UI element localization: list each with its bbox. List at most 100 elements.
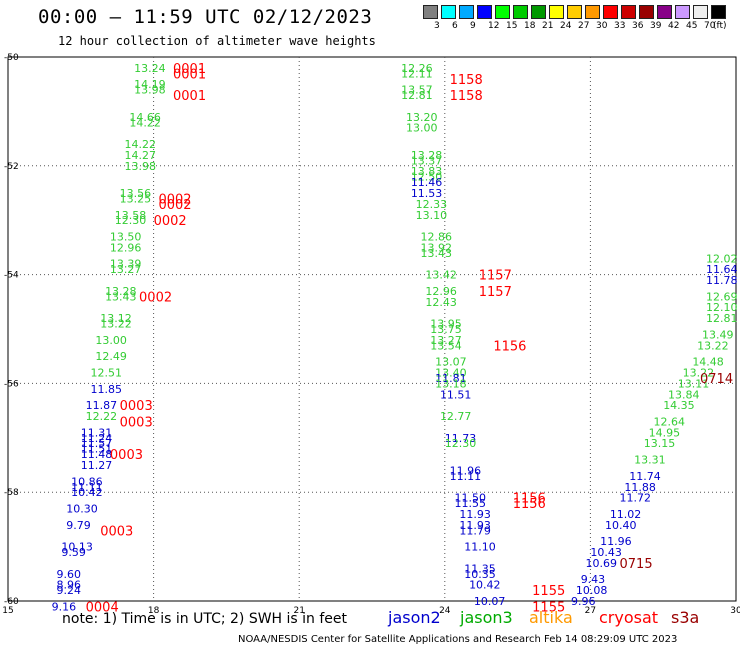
credit-line: NOAA/NESDIS Center for Satellite Applica… [238, 634, 678, 645]
wave-height-label: 14.66 [129, 111, 161, 124]
wave-height-label: 11.72 [620, 492, 652, 505]
pass-time-label: 1157 [479, 285, 512, 300]
wave-height-label: 8.96 [57, 579, 82, 592]
legend-entry-cryosat: cryosat [599, 608, 659, 627]
wave-height-label: 13.00 [95, 334, 127, 347]
wave-height-label: 11.96 [600, 535, 632, 548]
wave-height-label: 13.11 [678, 377, 710, 390]
wave-height-label: 13.56 [120, 187, 152, 200]
wave-height-label: 13.22 [100, 318, 132, 331]
wave-height-label: 14.22 [129, 116, 161, 129]
wave-height-label: 12.81 [706, 312, 738, 325]
wave-height-label: 13.24 [134, 62, 166, 75]
legend-entry-jason3: jason3 [460, 608, 513, 627]
wave-height-label: 12.81 [401, 89, 433, 102]
pass-time-label: 0002 [154, 214, 187, 229]
wave-height-label: 11.87 [86, 399, 118, 412]
color-scale-label: 21 [542, 21, 554, 31]
pass-time-label: 0004 [86, 600, 119, 615]
color-scale-label: 70 [704, 21, 716, 31]
color-scale-label: 36 [632, 21, 644, 31]
color-scale-label: 6 [452, 21, 458, 31]
pass-time-label: 1155 [532, 600, 565, 615]
wave-height-label: 10.42 [71, 486, 103, 499]
pass-time-label: 1156 [493, 339, 526, 354]
color-scale-label: 12 [488, 21, 500, 31]
wave-height-label: 11.93 [459, 519, 491, 532]
wave-height-label: 10.86 [71, 475, 103, 488]
wave-height-label: 14.19 [134, 78, 166, 91]
wave-height-label: 14.48 [692, 356, 724, 369]
color-scale-swatch [693, 5, 708, 19]
wave-height-label: 9.24 [57, 584, 82, 597]
wave-height-label: 12.30 [445, 437, 477, 450]
pass-time-label: 0003 [110, 448, 143, 463]
data-labels: 13.2414.1913.9814.6614.2214.2214.2713.98… [52, 62, 738, 616]
wave-height-label: 11.51 [440, 388, 472, 401]
color-scale-swatch [495, 5, 510, 19]
wave-height-label: 13.12 [100, 312, 132, 325]
wave-height-label: 14.27 [124, 149, 156, 162]
x-tick-label: 27 [585, 606, 596, 616]
pass-time-label: 0714 [700, 372, 733, 387]
wave-height-label: 9.16 [52, 600, 77, 613]
wave-height-label: 11.02 [610, 508, 642, 521]
wave-height-label: 9.79 [66, 519, 91, 532]
color-scale-swatch [585, 5, 600, 19]
wave-height-label: 13.31 [634, 454, 666, 467]
wave-height-label: 13.20 [406, 111, 438, 124]
color-scale-label: 3 [434, 21, 440, 31]
wave-height-label: 10.69 [586, 557, 618, 570]
wave-height-label: 13.49 [702, 328, 734, 341]
y-tick-label: -52 [4, 162, 19, 172]
color-scale-label: 24 [560, 21, 572, 31]
color-scale-label: 27 [578, 21, 590, 31]
wave-height-label: 13.98 [134, 84, 166, 97]
wave-height-label: 12.26 [401, 62, 433, 75]
pass-time-label: 0002 [158, 198, 191, 213]
wave-height-label: 11.46 [411, 176, 443, 189]
wave-height-label: 13.22 [697, 339, 729, 352]
x-tick-label: 21 [293, 606, 304, 616]
pass-time-label: 1158 [450, 73, 483, 88]
plot-frame [7, 56, 737, 602]
color-scale-swatch [567, 5, 582, 19]
wave-height-label: 11.11 [450, 470, 482, 483]
wave-height-label: 11.81 [435, 372, 467, 385]
wave-height-label: 12.22 [86, 410, 118, 423]
y-tick-label: -58 [4, 488, 19, 498]
wave-height-label: 13.25 [120, 192, 152, 205]
wave-height-label: 12.33 [416, 198, 448, 211]
wave-height-label: 13.37 [411, 154, 443, 167]
wave-height-label: 11.74 [629, 470, 661, 483]
color-scale-swatch [621, 5, 636, 19]
wave-height-label: 13.07 [435, 356, 467, 369]
color-scale-swatch [657, 5, 672, 19]
y-tick-label: -54 [4, 271, 19, 281]
wave-height-label: 12.30 [115, 214, 147, 227]
y-tick-label: -56 [4, 379, 19, 389]
wave-height-label: 12.86 [421, 231, 453, 244]
pass-time-label: 1156 [513, 497, 546, 512]
wave-height-label: 11.48 [81, 448, 113, 461]
wave-height-label: 11.10 [464, 541, 496, 554]
wave-height-label: 9.60 [57, 568, 82, 581]
wave-height-label: 13.42 [425, 269, 457, 282]
wave-height-label: 10.13 [61, 541, 93, 554]
color-scale-label: 15 [506, 21, 518, 31]
wave-height-label: 12.69 [706, 290, 738, 303]
y-tick-label: -60 [4, 597, 19, 607]
wave-height-label: 12.64 [653, 415, 685, 428]
wave-height-label: 11.57 [81, 437, 113, 450]
wave-height-label: 13.10 [416, 209, 448, 222]
footnote: note: 1) Time is in UTC; 2) SWH is in fe… [62, 611, 348, 627]
wave-height-label: 14.22 [124, 138, 156, 151]
wave-height-label: 13.54 [430, 339, 462, 352]
pass-time-label: 0001 [173, 89, 206, 104]
color-scale-label: 30 [596, 21, 608, 31]
wave-height-label: 11.85 [91, 383, 123, 396]
wave-height-label: 9.59 [61, 546, 86, 559]
color-scale-swatch [459, 5, 474, 19]
